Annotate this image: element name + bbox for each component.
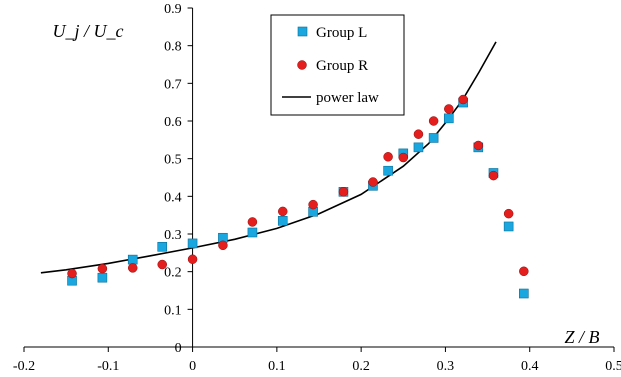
y-tick-label: 0.2 xyxy=(164,266,182,281)
group-r-circle-marker xyxy=(503,208,514,219)
group-r-circle-marker xyxy=(444,104,454,114)
x-tick-label: 0.5 xyxy=(605,359,621,374)
group-r-circle-marker xyxy=(383,152,393,162)
legend-label-group-r: Group R xyxy=(316,58,368,74)
group-r-circle-marker xyxy=(519,266,529,277)
group-r-circle-marker xyxy=(488,170,499,181)
group-r-circle-marker xyxy=(247,217,258,227)
y-tick-label: 0.1 xyxy=(164,303,182,318)
group-r-circle-marker xyxy=(428,116,439,126)
group-l-square-marker xyxy=(443,113,454,124)
group-l-square-marker xyxy=(413,142,424,153)
group-r-circle-marker xyxy=(218,240,228,251)
group-l-square-marker xyxy=(428,133,439,143)
legend-box xyxy=(270,14,405,116)
y-tick-label: 0.6 xyxy=(164,115,182,130)
group-r-circle-marker xyxy=(338,187,349,197)
group-r-circle-marker xyxy=(278,206,288,217)
group-l-square-marker xyxy=(519,288,529,299)
y-tick-label: 0.5 xyxy=(164,153,182,168)
group-r-circle-marker xyxy=(458,94,468,105)
group-r-circle-marker xyxy=(398,152,409,163)
group-l-square-marker xyxy=(127,254,138,265)
legend-circle-marker-icon xyxy=(297,60,307,70)
legend-square-marker-icon xyxy=(297,26,308,37)
x-axis-title: Z / B xyxy=(564,327,599,347)
group-l-square-marker xyxy=(187,238,198,249)
group-r-circle-marker xyxy=(97,263,108,274)
group-r-circle-marker xyxy=(413,129,424,139)
x-tick-labels: -0.2 -0.1 0 0.1 0.2 0.3 0.4 0.5 xyxy=(13,359,621,374)
group-r-circle-marker xyxy=(187,254,198,264)
y-tick-label: 0.9 xyxy=(164,2,182,17)
group-r-circle-marker xyxy=(127,263,138,273)
y-tick-label: 0.8 xyxy=(164,40,182,55)
group-l-square-marker xyxy=(97,272,108,283)
x-tick-label: 0.4 xyxy=(521,359,539,374)
x-tick-label: 0.1 xyxy=(268,359,286,374)
x-tick-label: -0.2 xyxy=(13,359,35,374)
group-r-circle-marker xyxy=(67,268,77,279)
power-law-curve xyxy=(40,41,497,274)
x-tick-label: 0.3 xyxy=(437,359,455,374)
chart-axes xyxy=(23,7,615,352)
y-tick-label: 0.7 xyxy=(164,77,182,92)
y-tick-label: 0 xyxy=(175,341,182,356)
x-tick-label: 0 xyxy=(189,359,196,374)
group-l-square-marker xyxy=(277,216,288,226)
group-r-circle-marker xyxy=(473,140,484,151)
y-tick-labels: 0 0.1 0.2 0.3 0.4 0.5 0.6 0.7 0.8 0.9 xyxy=(164,2,182,356)
y-tick-label: 0.4 xyxy=(164,190,182,205)
y-axis-title: U_j / U_c xyxy=(53,21,124,41)
legend-label-group-l: Group L xyxy=(316,25,367,41)
group-r-circle-marker xyxy=(157,259,167,270)
group-l-square-marker xyxy=(157,242,168,252)
legend: Group L Group R power law xyxy=(270,14,405,116)
x-tick-label: 0.2 xyxy=(352,359,370,374)
group-l-square-marker xyxy=(383,165,393,176)
x-tick-label: -0.1 xyxy=(97,359,119,374)
group-r-circle-marker xyxy=(368,177,378,187)
group-l-square-marker xyxy=(247,227,258,238)
legend-label-power-law: power law xyxy=(316,90,379,106)
power-law-curve-group xyxy=(40,41,497,274)
y-tick-label: 0.3 xyxy=(164,228,182,243)
group-l-square-marker xyxy=(503,221,514,232)
group-r-circle-marker xyxy=(308,199,318,210)
data-markers xyxy=(67,94,529,299)
